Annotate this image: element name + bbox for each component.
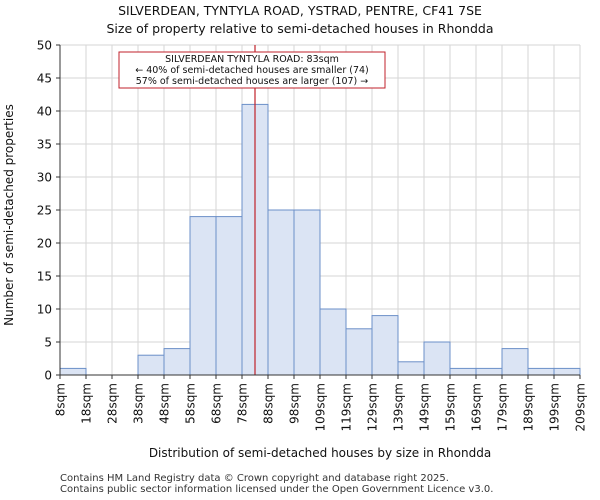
x-tick-label: 109sqm — [314, 383, 328, 431]
x-tick-label: 98sqm — [288, 383, 302, 424]
bar-119sqm — [345, 328, 373, 376]
annotation-line-1: SILVERDEAN TYNTYLA ROAD: 83sqm — [165, 54, 339, 65]
bar-199sqm — [553, 367, 581, 376]
x-tick-labels: 8sqm 18sqm 28sqm 38sqm 48sqm 58sqm 68sqm 78sqm 8… — [54, 375, 588, 431]
x-tick-label: 209sqm — [574, 383, 588, 431]
x-tick-label: 8sqm — [54, 383, 68, 416]
x-tick-label: 38sqm — [132, 383, 146, 424]
bar-129sqm — [371, 315, 399, 376]
bar-169sqm — [475, 367, 503, 376]
bar-88sqm — [267, 209, 295, 376]
x-tick-label: 139sqm — [392, 383, 406, 431]
bars — [59, 103, 581, 376]
bar-189sqm — [527, 367, 555, 376]
y-tick-label: 0 — [44, 369, 52, 383]
x-tick-label: 88sqm — [262, 383, 276, 424]
y-tick-label: 45 — [37, 72, 52, 86]
x-tick-label: 159sqm — [444, 383, 458, 431]
footer-licence: Contains public sector information licen… — [60, 484, 494, 495]
y-tick-label: 10 — [37, 303, 52, 317]
bar-38sqm — [137, 354, 165, 376]
x-tick-label: 179sqm — [496, 383, 510, 431]
bar-98sqm — [293, 209, 321, 376]
annotation-line-2: ← 40% of semi-detached houses are smalle… — [135, 65, 369, 76]
y-tick-label: 30 — [37, 171, 52, 185]
annotation-frame — [118, 51, 386, 89]
x-tick-label: 199sqm — [548, 383, 562, 431]
y-tick-label: 20 — [37, 237, 52, 251]
x-tick-label: 58sqm — [184, 383, 198, 424]
y-tick-label: 5 — [44, 336, 52, 350]
y-tick-label: 15 — [37, 270, 52, 284]
annotation-line-3: 57% of semi-detached houses are larger (… — [136, 76, 369, 87]
chart-subtitle: Size of property relative to semi-detach… — [107, 21, 494, 36]
bar-58sqm — [189, 216, 217, 376]
bar-159sqm — [449, 367, 477, 376]
y-tick-label: 35 — [37, 138, 52, 152]
x-tick-label: 28sqm — [106, 383, 120, 424]
bar-149sqm — [423, 341, 451, 376]
y-tick-label: 25 — [37, 204, 52, 218]
footer-copyright: Contains HM Land Registry data © Crown c… — [60, 473, 449, 484]
x-tick-label: 149sqm — [418, 383, 432, 431]
bar-48sqm — [163, 348, 191, 376]
x-tick-label: 169sqm — [470, 383, 484, 431]
x-tick-label: 68sqm — [210, 383, 224, 424]
bar-68sqm — [215, 216, 243, 376]
y-tick-label: 40 — [37, 105, 52, 119]
x-tick-label: 18sqm — [80, 383, 94, 424]
x-tick-label: 78sqm — [236, 383, 250, 424]
bar-179sqm — [501, 348, 529, 376]
y-tick-labels: 0 5 10 15 20 25 30 35 40 45 50 — [37, 39, 60, 383]
x-tick-label: 48sqm — [158, 383, 172, 424]
bar-109sqm — [319, 308, 347, 376]
annotation-box: SILVERDEAN TYNTYLA ROAD: 83sqm← 40% of s… — [118, 51, 386, 89]
y-axis-label: Number of semi-detached properties — [2, 104, 16, 326]
y-tick-label: 50 — [37, 39, 52, 53]
bar-139sqm — [397, 361, 425, 376]
bar-8sqm — [59, 367, 87, 376]
x-tick-label: 119sqm — [340, 383, 354, 431]
chart-title: SILVERDEAN, TYNTYLA ROAD, YSTRAD, PENTRE… — [118, 3, 482, 18]
x-tick-label: 129sqm — [366, 383, 380, 431]
x-tick-label: 189sqm — [522, 383, 536, 431]
x-axis-label: Distribution of semi-detached houses by … — [149, 446, 491, 460]
